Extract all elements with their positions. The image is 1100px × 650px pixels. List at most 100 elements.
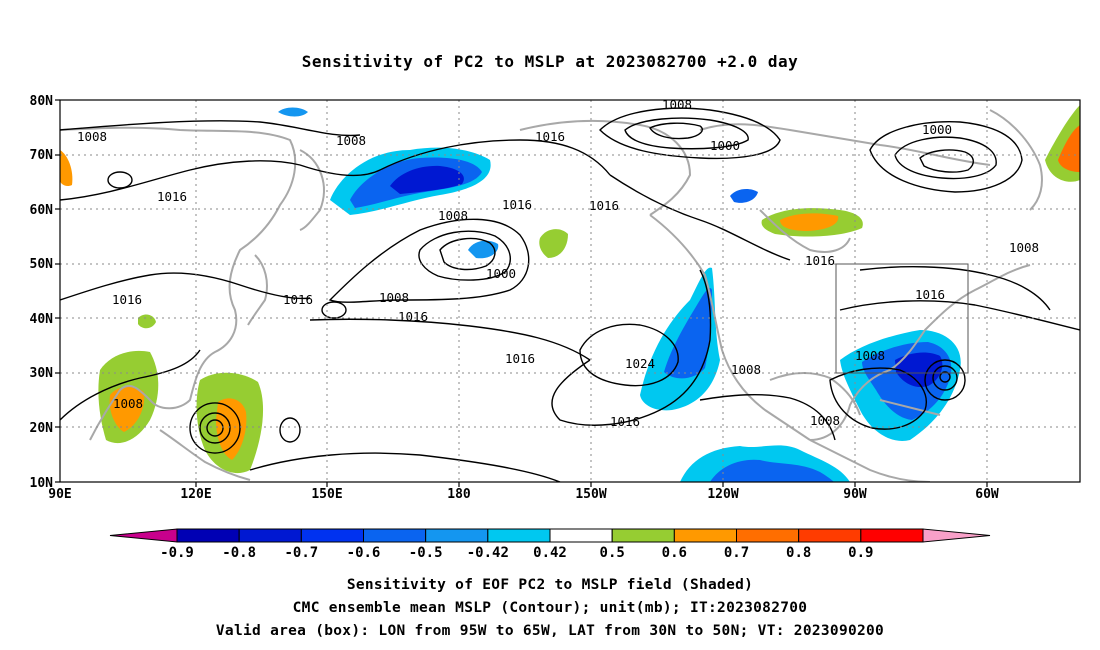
contour-label: 1008 [1009, 240, 1039, 255]
coast-canada-north [699, 123, 991, 166]
shade-pos-canada-core [780, 213, 839, 231]
contour-label: 1008 [662, 97, 692, 112]
lat-tick-label: 20N [30, 421, 54, 436]
colorbar-swatch [425, 528, 489, 543]
contour-label: 1016 [398, 309, 428, 324]
coast-kamchatka [299, 149, 325, 231]
contour-984-low-canada [919, 149, 974, 173]
contour-992-low-canada [894, 136, 997, 180]
lon-tick-label: 150W [575, 487, 606, 502]
contour-1000-low-north-pacific [624, 117, 749, 150]
colorbar-label: 0.9 [848, 545, 873, 561]
caption-shading: Sensitivity of EOF PC2 to MSLP field (Sh… [347, 577, 753, 593]
colorbar-label: -0.9 [160, 545, 194, 561]
colorbar-swatch [611, 528, 675, 543]
colorbar-label: 0.7 [724, 545, 749, 561]
contour-1008-low-north-pacific [599, 107, 781, 160]
contour-small-low-2 [107, 171, 133, 189]
colorbar-label: 0.6 [662, 545, 687, 561]
lon-tick-marks [195, 482, 988, 487]
contour-hurricane-2 [932, 365, 958, 391]
shade-neg-aleutian [468, 240, 499, 259]
contour-1008-south-asia [60, 349, 201, 421]
shade-pos-greenland-core [1058, 125, 1080, 172]
contour-1016-alaska-ridge [609, 174, 791, 261]
contour-1016-subtrop-west [60, 272, 311, 301]
coast-north-america-east [809, 264, 1031, 441]
shade-pos-philippines-core [216, 398, 247, 460]
contour-1016-central [699, 393, 836, 441]
lon-tick-label: 120W [707, 487, 738, 502]
contour-1016-north [60, 139, 611, 201]
contour-1000-low-canada [869, 121, 1023, 193]
contour-label: 1016 [112, 292, 142, 307]
contour-label: 1008 [336, 133, 366, 148]
coast-japan [247, 254, 268, 326]
colorbar-swatches [109, 528, 991, 543]
colorbar-swatch [363, 528, 427, 543]
colorbar-label: -0.7 [284, 545, 318, 561]
graticule [60, 100, 1080, 482]
contour-label: 1024 [625, 356, 655, 371]
contour-label: 1016 [283, 292, 313, 307]
caption-valid-area: Valid area (box): LON from 95W to 65W, L… [216, 623, 884, 639]
colorbar: -0.9 -0.8 -0.7 -0.6 -0.5 -0.42 0.42 0.5 0.6 0.7 0.… [109, 528, 991, 561]
coast-asia [60, 126, 297, 441]
coast-maritime-se-asia [159, 429, 251, 481]
colorbar-swatch [238, 528, 302, 543]
lat-axis: 80N 70N 60N 50N 40N 30N 20N 10N [30, 94, 54, 491]
contour-typhoon-2 [199, 412, 231, 444]
contour-1024-high-ep [579, 323, 679, 387]
shade-pos-aleutian [539, 229, 568, 258]
contour-1008-low-nw-pacific [328, 218, 530, 303]
colorbar-swatch [176, 528, 240, 543]
colorbar-label: 0.5 [600, 545, 625, 561]
contour-small-low [279, 417, 301, 443]
contour-label: 1016 [157, 189, 187, 204]
shade-neg-southeast-us-deep [895, 352, 943, 388]
contour-label: 1008 [113, 396, 143, 411]
contour-label: 1016 [502, 197, 532, 212]
caption-contour: CMC ensemble mean MSLP (Contour); unit(m… [293, 600, 808, 616]
lat-tick-label: 60N [30, 203, 54, 218]
contour-1016-atlantic [839, 300, 1080, 331]
contour-1008-ne-us [859, 266, 1051, 311]
colorbar-label: -0.6 [347, 545, 381, 561]
contour-1008-southeast [829, 367, 927, 430]
contour-992-low-nw-pacific [439, 237, 496, 271]
lon-tick-label: 90W [843, 487, 867, 502]
figure-title: Sensitivity of PC2 to MSLP at 2023082700… [302, 52, 799, 71]
colorbar-end-high [922, 528, 991, 543]
coast-greenland [989, 109, 1043, 211]
colorbar-swatch [798, 528, 862, 543]
contour-label: 1000 [710, 138, 740, 153]
contour-1008-arctic [60, 120, 361, 137]
captions: Sensitivity of EOF PC2 to MSLP field (Sh… [216, 577, 884, 639]
contour-label: 1008 [810, 413, 840, 428]
shade-neg-hudson [730, 188, 758, 203]
lon-tick-label: 180 [447, 487, 471, 502]
lon-tick-label: 120E [180, 487, 211, 502]
shade-pos-edge-west [60, 150, 73, 187]
contour-typhoon-3 [206, 419, 224, 437]
map-panel: 1008 1008 1016 1016 1008 1000 1016 1016 … [59, 97, 1081, 483]
colorbar-label: 0.42 [533, 545, 567, 561]
coast-gulf-mexico [769, 372, 861, 416]
colorbar-swatch [673, 528, 737, 543]
contour-label: 1000 [486, 266, 516, 281]
colorbar-labels: -0.9 -0.8 -0.7 -0.6 -0.5 -0.42 0.42 0.5 0.6 0.7 0.… [160, 545, 873, 561]
shade-neg-ne-pacific-core [664, 288, 712, 379]
map-frame [59, 99, 1081, 483]
shade-pos-india-core [109, 386, 145, 432]
coast-north-america-west [649, 214, 811, 441]
lon-tick-label: 150E [311, 487, 342, 502]
contour-label: 1008 [855, 348, 885, 363]
lat-tick-label: 40N [30, 312, 54, 327]
valid-area-box [835, 263, 969, 374]
lat-tick-label: 30N [30, 366, 54, 381]
coastlines [60, 109, 1043, 482]
shade-neg-west-pacific-deep [390, 165, 464, 194]
contour-label: 1016 [610, 414, 640, 429]
contour-label: 1008 [438, 208, 468, 223]
